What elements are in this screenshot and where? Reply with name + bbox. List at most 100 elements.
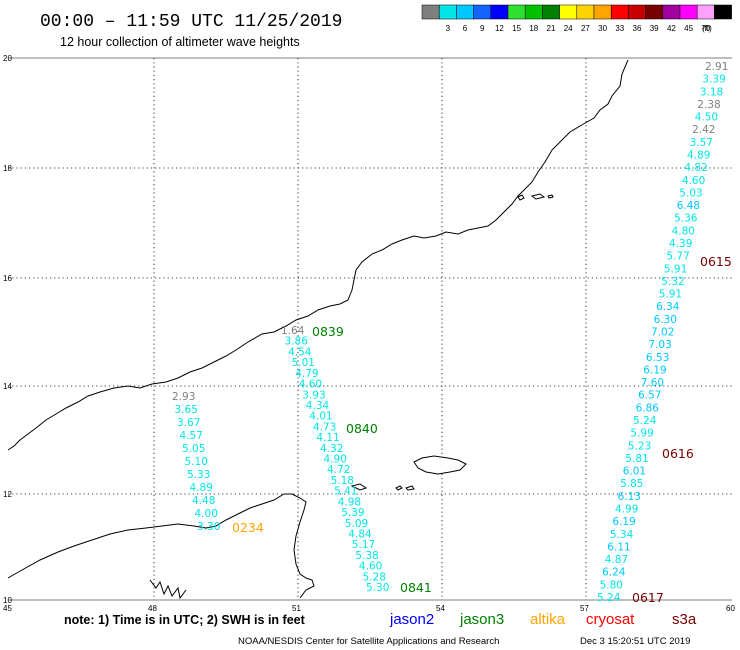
kuria-muria-island-2 bbox=[530, 193, 546, 200]
wave-height-value: 3.30 bbox=[197, 521, 220, 533]
wave-height-value: 4.89 bbox=[687, 150, 710, 162]
wave-height-value: 4.60 bbox=[359, 561, 382, 573]
abd-al-kuri-island bbox=[350, 483, 368, 491]
lon-label-48: 48 bbox=[148, 604, 157, 613]
wave-height-value: 5.30 bbox=[366, 582, 389, 594]
wave-height-value: 6.19 bbox=[612, 516, 635, 528]
wave-height-value: 2.91 bbox=[705, 61, 728, 73]
wave-height-value: 4.90 bbox=[324, 454, 347, 466]
wave-height-value: 4.32 bbox=[320, 443, 343, 455]
legend-swatch bbox=[576, 4, 595, 20]
wave-height-value: 5.05 bbox=[182, 443, 205, 455]
wave-height-value: 5.91 bbox=[664, 263, 687, 275]
sat-altika: altika bbox=[530, 611, 566, 628]
lat-label-18: 18 bbox=[3, 164, 12, 173]
wave-height-value: 3.67 bbox=[177, 417, 200, 429]
lon-label-51: 51 bbox=[292, 604, 301, 613]
wave-height-value: 6.30 bbox=[654, 314, 677, 326]
wave-height-value: 5.09 bbox=[345, 518, 368, 530]
islet-2 bbox=[405, 485, 415, 491]
legend-tick-label: 9 bbox=[480, 24, 485, 33]
legend-swatch bbox=[679, 4, 698, 20]
wave-height-value: 3.65 bbox=[175, 404, 198, 416]
pass-time-labels: 0234 0839 0840 0841 0615 0616 0617 bbox=[232, 254, 732, 605]
satellite-legend: jason2 jason3 altika cryosat s3a bbox=[389, 611, 697, 628]
wave-height-value: 4.34 bbox=[306, 400, 330, 412]
legend-swatch bbox=[696, 4, 715, 20]
wave-height-value: 6.34 bbox=[656, 301, 680, 313]
lat-label-10: 10 bbox=[3, 596, 12, 605]
lon-label-54: 54 bbox=[436, 604, 445, 613]
kuria-muria-island-1 bbox=[517, 194, 525, 201]
wave-height-value: 5.24 bbox=[633, 415, 657, 427]
pass-label-0840: 0840 bbox=[346, 421, 378, 436]
wave-height-value: 4.80 bbox=[672, 225, 695, 237]
wave-height-value: 5.85 bbox=[620, 478, 643, 490]
pass-label-0617: 0617 bbox=[632, 590, 664, 605]
wave-height-value: 5.18 bbox=[331, 475, 354, 487]
legend-tick-label: 45 bbox=[684, 24, 693, 33]
wave-height-value: 4.57 bbox=[180, 430, 203, 442]
wave-height-value: 6.53 bbox=[646, 352, 669, 364]
wave-height-value: 5.38 bbox=[355, 550, 378, 562]
wave-height-value: 3.86 bbox=[285, 336, 309, 348]
wave-height-value: 4.60 bbox=[299, 379, 322, 391]
legend-tick-label: 27 bbox=[581, 24, 590, 33]
legend-swatch bbox=[438, 4, 457, 20]
legend-tick-label: 12 bbox=[495, 24, 504, 33]
legend-swatch bbox=[507, 4, 526, 20]
wave-height-value: 4.89 bbox=[190, 482, 213, 494]
legend-swatch bbox=[559, 4, 578, 20]
legend-tick-label: 15 bbox=[512, 24, 521, 33]
wave-height-value: 4.98 bbox=[338, 496, 361, 508]
legend-swatch bbox=[456, 4, 474, 20]
legend-tick-label: 70 bbox=[701, 24, 710, 33]
legend-swatch bbox=[662, 4, 681, 20]
footer-timestamp: Dec 3 15:20:51 UTC 2019 bbox=[580, 636, 690, 647]
wave-height-value: 3.39 bbox=[702, 74, 725, 86]
legend-tick-label: 21 bbox=[547, 24, 556, 33]
lon-label-60: 60 bbox=[726, 604, 735, 613]
wave-height-value: 1.64 bbox=[281, 325, 305, 337]
wave-height-value: 5.33 bbox=[187, 469, 210, 481]
wave-height-value: 5.77 bbox=[666, 251, 689, 263]
legend-swatch bbox=[421, 4, 440, 20]
wave-height-value: 5.32 bbox=[661, 276, 684, 288]
legend-swatch bbox=[645, 4, 664, 20]
legend-tick-label: 30 bbox=[598, 24, 607, 33]
reef-scribble bbox=[149, 579, 187, 600]
wave-height-value: 6.13 bbox=[618, 491, 641, 503]
pass-label-0616: 0616 bbox=[662, 446, 694, 461]
wave-height-value: 6.57 bbox=[638, 390, 661, 402]
sat-s3a: s3a bbox=[672, 611, 697, 628]
wave-height-value: 4.79 bbox=[295, 368, 318, 380]
page-subtitle: 12 hour collection of altimeter wave hei… bbox=[60, 35, 300, 49]
wave-height-value: 3.93 bbox=[302, 389, 325, 401]
axis-labels: 20 18 16 14 12 10 45 48 51 54 57 60 bbox=[3, 54, 735, 613]
wave-height-value: 5.39 bbox=[341, 507, 364, 519]
sat-cryosat: cryosat bbox=[586, 611, 635, 628]
islet-1 bbox=[395, 485, 403, 491]
legend-swatch bbox=[542, 4, 560, 20]
wave-height-value: 6.86 bbox=[636, 402, 660, 414]
wave-height-value: 5.34 bbox=[610, 529, 634, 541]
wave-height-value: 2.42 bbox=[692, 124, 715, 136]
wave-height-value: 6.01 bbox=[623, 466, 646, 478]
legend-swatch bbox=[714, 4, 732, 20]
legend-swatch bbox=[473, 4, 492, 20]
wave-height-value: 3.18 bbox=[700, 86, 723, 98]
lon-label-45: 45 bbox=[3, 604, 12, 613]
pass-label-0615: 0615 bbox=[700, 254, 732, 269]
map-area bbox=[7, 57, 732, 601]
legend-swatch bbox=[524, 4, 543, 20]
wave-height-value: 5.24 bbox=[597, 592, 621, 604]
lat-label-20: 20 bbox=[3, 54, 12, 63]
wave-height-value: 4.39 bbox=[669, 238, 692, 250]
kuria-muria-island-3 bbox=[547, 194, 554, 199]
wave-height-value: 6.11 bbox=[607, 541, 630, 553]
wave-height-value: 7.03 bbox=[648, 339, 671, 351]
wave-height-value: 4.84 bbox=[348, 529, 372, 541]
wave-height-value: 5.41 bbox=[334, 486, 357, 498]
wave-height-value: 4.00 bbox=[195, 508, 218, 520]
wave-height-value: 5.36 bbox=[674, 213, 698, 225]
